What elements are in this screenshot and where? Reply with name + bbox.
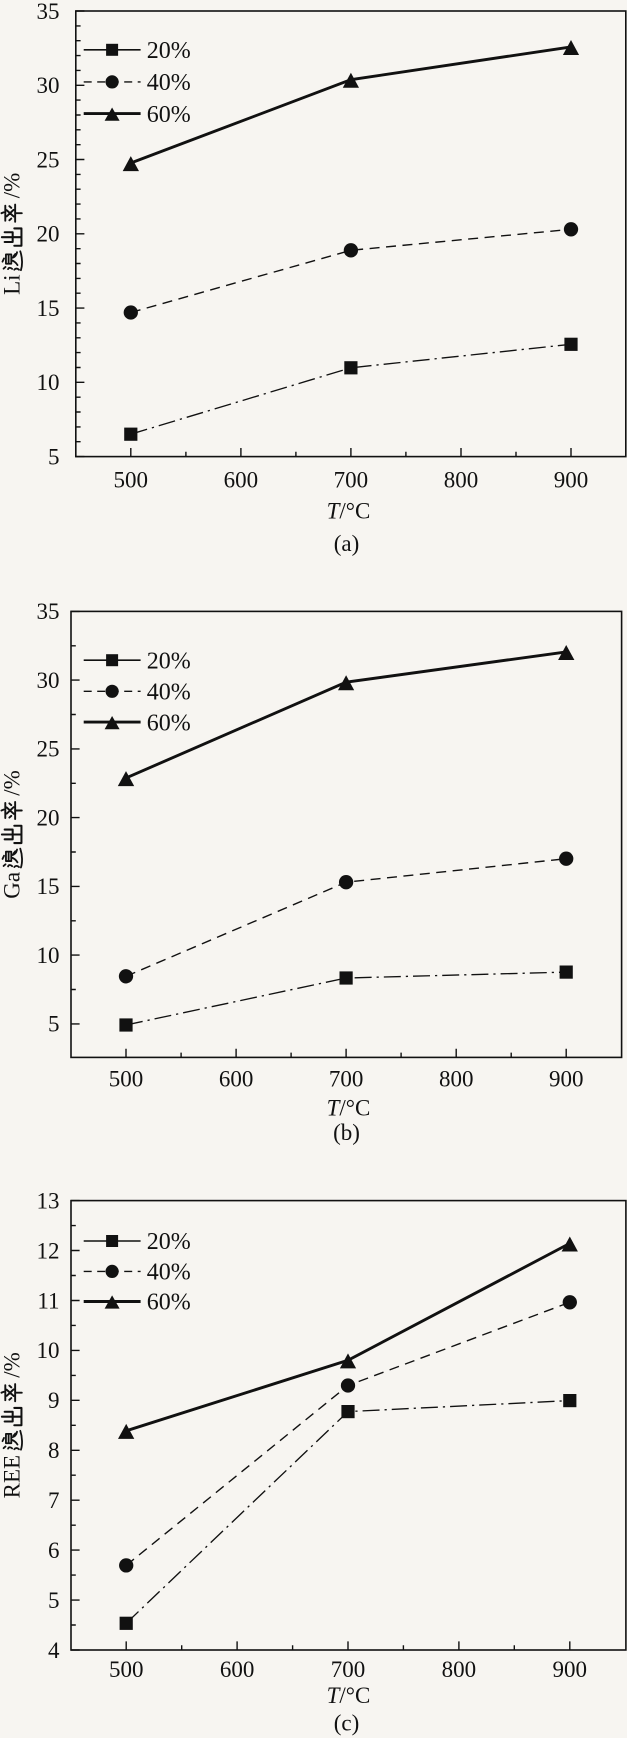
svg-text:(c): (c)	[334, 1711, 360, 1736]
svg-text:/%: /%	[0, 770, 24, 796]
svg-text:5: 5	[48, 1012, 60, 1037]
svg-text:10: 10	[37, 370, 60, 395]
svg-text:10: 10	[37, 943, 60, 968]
svg-text:(b): (b)	[333, 1120, 360, 1145]
svg-text:800: 800	[444, 468, 479, 493]
svg-text:10: 10	[37, 1338, 60, 1363]
svg-text:900: 900	[554, 468, 589, 493]
svg-text:T/°C: T/°C	[327, 1096, 371, 1121]
svg-text:9: 9	[48, 1388, 60, 1413]
svg-text:35: 35	[37, 0, 60, 24]
svg-text:700: 700	[329, 1067, 364, 1092]
svg-text:20: 20	[37, 222, 60, 247]
svg-text:20: 20	[37, 805, 60, 830]
svg-text:/%: /%	[0, 173, 24, 199]
svg-text:700: 700	[331, 1657, 366, 1682]
svg-text:25: 25	[37, 147, 60, 172]
svg-text:600: 600	[224, 468, 259, 493]
svg-text:600: 600	[220, 1657, 255, 1682]
svg-text:30: 30	[37, 668, 60, 693]
svg-text:Ga: Ga	[0, 872, 24, 899]
svg-text:500: 500	[114, 468, 149, 493]
svg-text:5: 5	[48, 444, 60, 469]
svg-text:800: 800	[439, 1067, 474, 1092]
svg-text:7: 7	[48, 1488, 60, 1513]
svg-text:20%: 20%	[147, 1229, 191, 1255]
svg-text:REE: REE	[0, 1455, 24, 1498]
svg-text:Li: Li	[0, 274, 24, 294]
svg-text:25: 25	[37, 737, 60, 762]
svg-text:35: 35	[37, 599, 60, 624]
svg-text:500: 500	[109, 1067, 144, 1092]
svg-text:40%: 40%	[147, 680, 191, 706]
svg-text:500: 500	[109, 1657, 144, 1682]
svg-text:40%: 40%	[147, 1260, 191, 1286]
svg-text:40%: 40%	[147, 70, 191, 96]
svg-text:T/°C: T/°C	[327, 1683, 371, 1708]
svg-text:800: 800	[442, 1657, 477, 1682]
svg-text:15: 15	[37, 296, 60, 321]
svg-text:60%: 60%	[147, 102, 191, 128]
svg-text:900: 900	[553, 1657, 588, 1682]
svg-text:4: 4	[48, 1638, 60, 1663]
svg-text:15: 15	[37, 874, 60, 899]
svg-text:12: 12	[37, 1238, 60, 1263]
svg-text:13: 13	[37, 1188, 60, 1213]
svg-text:600: 600	[219, 1067, 254, 1092]
svg-text:(a): (a)	[334, 531, 360, 556]
svg-text:20%: 20%	[147, 648, 191, 674]
svg-text:700: 700	[334, 468, 369, 493]
svg-text:60%: 60%	[147, 1290, 191, 1316]
svg-text:6: 6	[48, 1538, 60, 1563]
svg-text:900: 900	[549, 1067, 584, 1092]
svg-text:20%: 20%	[147, 38, 191, 64]
svg-text:/%: /%	[0, 1352, 24, 1378]
svg-text:30: 30	[37, 73, 60, 98]
svg-text:60%: 60%	[147, 710, 191, 736]
svg-text:11: 11	[37, 1288, 59, 1313]
svg-text:T/°C: T/°C	[327, 499, 371, 524]
svg-text:5: 5	[48, 1588, 60, 1613]
svg-text:8: 8	[48, 1438, 60, 1463]
